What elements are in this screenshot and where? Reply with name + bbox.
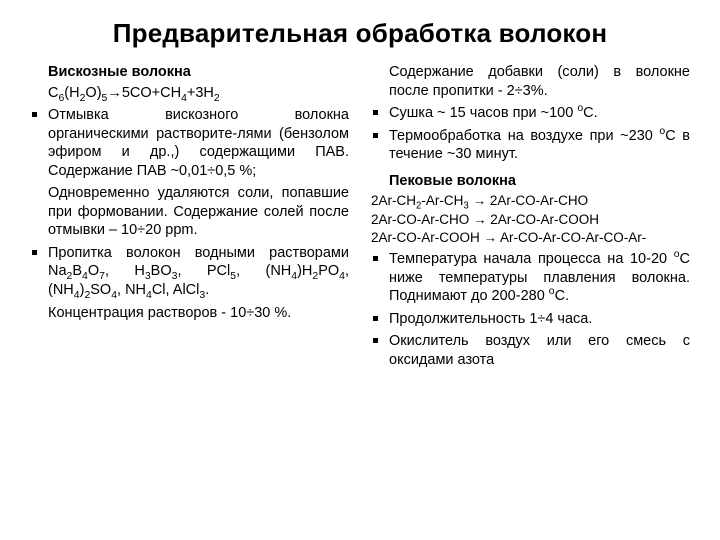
right-bullet-1: Сушка ~ 15 часов при ~100 oC. xyxy=(371,104,690,123)
right-bullet-4: Продолжительность 1÷4 часа. xyxy=(371,310,690,329)
left-note-1: Одновременно удаляются соли, попавшие пр… xyxy=(30,184,349,240)
left-bullet-2: Пропитка волокон водными растворами Na2B… xyxy=(30,244,349,300)
right-bullet-3: Температура начала процесса на 10-20 oC … xyxy=(371,250,690,306)
left-note-2: Концентрация растворов - 10÷30 %. xyxy=(30,304,349,323)
right-note-1: Содержание добавки (соли) в волокне посл… xyxy=(371,63,690,100)
content-columns: Вискозные волокна С6(H2O)5→5CO+CH4+3H2 О… xyxy=(30,63,690,373)
left-bullet-1: Отмывка вискозного волокна органическими… xyxy=(30,106,349,180)
slide-title: Предварительная обработка волокон xyxy=(30,18,690,49)
left-subhead: Вискозные волокна xyxy=(48,63,349,82)
right-bullet-2: Термообработка на воздухе при ~230 oC в … xyxy=(371,127,690,164)
left-column: Вискозные волокна С6(H2O)5→5CO+CH4+3H2 О… xyxy=(30,63,349,373)
slide: Предварительная обработка волокон Вискоз… xyxy=(0,0,720,540)
right-subhead: Пековые волокна xyxy=(389,172,690,191)
right-column: Содержание добавки (соли) в волокне посл… xyxy=(371,63,690,373)
reaction-2: 2Ar-CO-Ar-CHO → 2Ar-CO-Ar-COOH xyxy=(371,211,690,228)
left-formula: С6(H2O)5→5CO+CH4+3H2 xyxy=(48,84,349,103)
reaction-3: 2Ar-CO-Ar-COOH → Ar-CO-Ar-CO-Ar-CO-Ar- xyxy=(371,229,690,246)
reaction-1: 2Ar-CH2-Ar-CH3 → 2Ar-CO-Ar-CHO xyxy=(371,192,690,209)
right-bullet-5: Окислитель воздух или его смесь с оксида… xyxy=(371,332,690,369)
